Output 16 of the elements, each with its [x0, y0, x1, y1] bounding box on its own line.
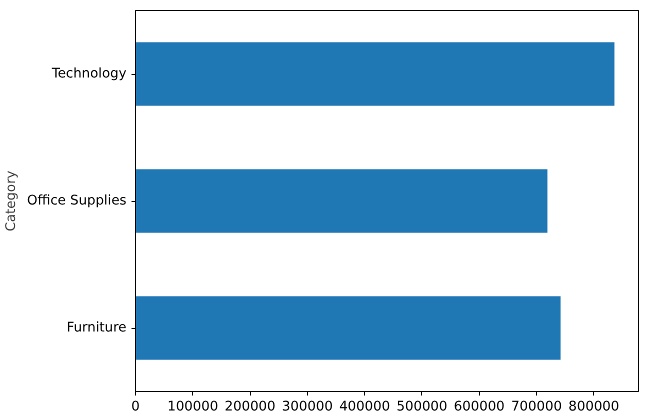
x-tick-label: 800000 [568, 400, 620, 413]
x-tick-label: 200000 [224, 400, 276, 413]
bar [136, 296, 561, 360]
x-tick-label: 400000 [339, 400, 390, 413]
bar [136, 42, 614, 106]
x-tick-label: 500000 [396, 400, 448, 413]
x-tick-label: 100000 [167, 400, 218, 413]
y-tick-label: Technology [50, 66, 127, 82]
x-tick-label: 300000 [282, 400, 333, 413]
y-tick-label: Office Supplies [26, 194, 127, 208]
y-axis-title: Category [4, 170, 19, 232]
y-tick-label: Furniture [66, 320, 127, 336]
x-tick-label: 600000 [454, 400, 505, 413]
x-tick-label: 700000 [511, 400, 562, 413]
x-tick-label: 0 [131, 400, 140, 413]
bar [136, 169, 548, 233]
